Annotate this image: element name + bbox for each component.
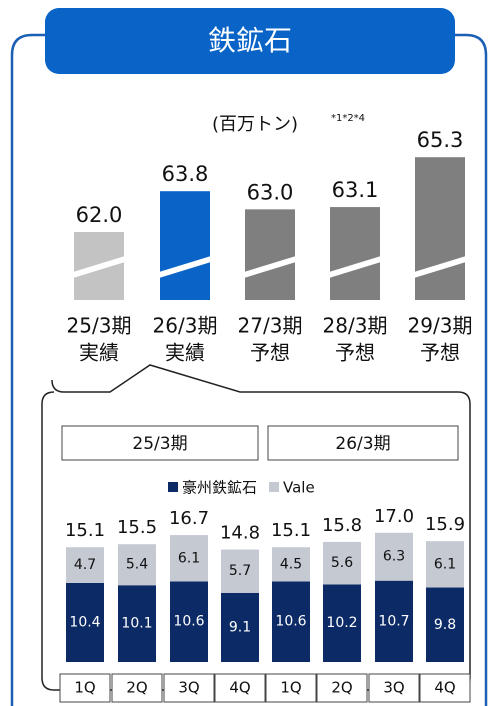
segment-label: 10.6 bbox=[173, 614, 204, 630]
x-tick-box bbox=[265, 673, 317, 703]
axis-break bbox=[73, 256, 125, 278]
legend-label: Vale bbox=[283, 479, 315, 497]
group-label: 26/3期 bbox=[335, 434, 390, 454]
bar-segment bbox=[323, 584, 361, 662]
value-label: 63.1 bbox=[332, 178, 379, 202]
bar-segment bbox=[170, 535, 208, 582]
total-label: 15.9 bbox=[425, 514, 465, 535]
segment-label: 6.1 bbox=[178, 550, 200, 566]
bar-segment bbox=[170, 581, 208, 662]
x-tick-box bbox=[419, 673, 471, 703]
segment-label: 10.1 bbox=[121, 616, 152, 632]
x-tick-label: 1Q bbox=[280, 679, 301, 697]
header-title: 鉄鉱石 bbox=[208, 24, 292, 57]
total-label: 15.8 bbox=[322, 515, 362, 536]
bar-segment bbox=[426, 541, 464, 588]
x-tick-label: 予想 bbox=[335, 341, 375, 365]
legend-swatch bbox=[168, 482, 178, 492]
segment-label: 5.4 bbox=[126, 557, 148, 573]
x-tick-label: 2Q bbox=[331, 679, 352, 697]
x-tick-box bbox=[368, 673, 420, 703]
bar-segment bbox=[118, 544, 156, 586]
total-label: 15.1 bbox=[271, 520, 311, 541]
unit: (百万トン) bbox=[212, 114, 298, 135]
x-tick-label: 予想 bbox=[420, 341, 460, 365]
segment-label: 10.4 bbox=[69, 614, 100, 630]
bar-segment bbox=[426, 587, 464, 662]
segment-label: 10.2 bbox=[326, 615, 357, 631]
bar bbox=[160, 191, 210, 300]
bar bbox=[330, 207, 380, 300]
bar-segment bbox=[66, 582, 104, 662]
x-tick-label: 25/3期 bbox=[67, 314, 132, 338]
segment-label: 4.7 bbox=[74, 557, 96, 573]
x-tick-label: 4Q bbox=[229, 679, 250, 697]
bar-segment bbox=[375, 580, 413, 662]
group-box bbox=[267, 425, 459, 461]
value-label: 63.8 bbox=[162, 162, 209, 186]
total-label: 15.1 bbox=[65, 520, 105, 541]
x-tick-label: 2Q bbox=[126, 679, 147, 697]
total-label: 14.8 bbox=[220, 523, 260, 544]
x-tick-label: 1Q bbox=[74, 679, 95, 697]
segment-label: 9.8 bbox=[434, 617, 456, 633]
bar-segment bbox=[272, 547, 310, 582]
legend-label: 豪州鉄鉱石 bbox=[182, 479, 257, 497]
x-tick-box bbox=[163, 673, 215, 703]
group-label: 25/3期 bbox=[132, 434, 187, 454]
bar-segment bbox=[221, 549, 259, 593]
group-box bbox=[61, 425, 259, 461]
x-tick-label: 実績 bbox=[165, 341, 205, 365]
x-tick-label: 3Q bbox=[383, 679, 404, 697]
x-tick-label: 4Q bbox=[434, 679, 455, 697]
legend-swatch bbox=[269, 482, 280, 492]
total-label: 17.0 bbox=[374, 506, 414, 527]
segment-label: 9.1 bbox=[229, 619, 251, 635]
x-tick-box bbox=[214, 673, 266, 703]
x-tick-label: 3Q bbox=[178, 679, 199, 697]
note: *1*2*4 bbox=[331, 113, 365, 124]
bar-segment bbox=[375, 532, 413, 581]
x-tick-label: 予想 bbox=[250, 341, 290, 365]
segment-label: 6.1 bbox=[434, 556, 456, 572]
x-tick-box bbox=[59, 673, 111, 703]
header-tab bbox=[45, 8, 455, 74]
axis-break bbox=[159, 256, 211, 278]
segment-label: 10.7 bbox=[378, 613, 409, 629]
x-tick-box bbox=[316, 673, 368, 703]
x-tick-box bbox=[111, 673, 163, 703]
x-tick-label: 26/3期 bbox=[153, 314, 218, 338]
axis-break bbox=[414, 256, 466, 278]
x-tick-label: 28/3期 bbox=[323, 314, 388, 338]
total-label: 16.7 bbox=[169, 508, 209, 529]
bar-segment bbox=[66, 547, 104, 583]
axis-break bbox=[329, 256, 381, 278]
bar-segment bbox=[221, 592, 259, 662]
value-label: 62.0 bbox=[76, 203, 123, 227]
bar-segment bbox=[272, 581, 310, 662]
bar-segment bbox=[118, 585, 156, 662]
segment-label: 6.3 bbox=[383, 549, 405, 565]
segment-label: 5.6 bbox=[331, 555, 353, 571]
segment-label: 4.5 bbox=[280, 556, 302, 572]
value-label: 63.0 bbox=[247, 180, 294, 204]
segment-label: 10.6 bbox=[275, 614, 306, 630]
x-tick-label: 29/3期 bbox=[408, 314, 473, 338]
x-tick-label: 実績 bbox=[79, 341, 119, 365]
total-label: 15.5 bbox=[117, 517, 157, 538]
bar bbox=[245, 209, 295, 300]
x-tick-label: 27/3期 bbox=[238, 314, 303, 338]
value-label: 65.3 bbox=[417, 128, 464, 152]
axis-break bbox=[244, 256, 296, 278]
bar-segment bbox=[323, 541, 361, 585]
segment-label: 5.7 bbox=[229, 563, 251, 579]
bar bbox=[415, 157, 465, 300]
